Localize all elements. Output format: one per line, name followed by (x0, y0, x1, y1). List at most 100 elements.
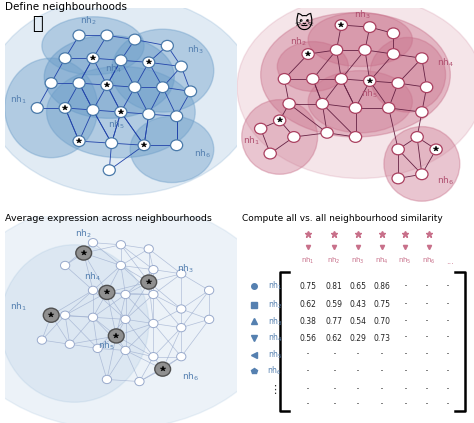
Text: nh$_4$: nh$_4$ (437, 56, 454, 69)
Text: nh$_3$: nh$_3$ (267, 315, 283, 328)
Circle shape (116, 241, 126, 249)
Text: ·: · (446, 280, 450, 293)
Text: nh$_5$: nh$_5$ (399, 256, 412, 266)
Text: ·: · (425, 365, 428, 378)
Circle shape (115, 55, 127, 66)
Circle shape (411, 132, 423, 143)
Circle shape (59, 53, 71, 63)
Text: 0.62: 0.62 (326, 333, 343, 343)
Text: ·: · (446, 332, 450, 344)
Text: ·: · (403, 365, 407, 378)
Text: 0.81: 0.81 (326, 282, 343, 291)
Text: 0.54: 0.54 (349, 317, 366, 326)
Circle shape (129, 82, 141, 93)
Circle shape (255, 123, 267, 134)
Text: ·: · (446, 298, 450, 311)
Circle shape (101, 30, 113, 41)
Text: ·: · (425, 315, 428, 328)
Text: nh$_4$: nh$_4$ (105, 62, 122, 75)
Text: ·: · (425, 398, 428, 411)
Circle shape (109, 329, 124, 343)
Text: ·: · (380, 348, 383, 361)
Text: ·: · (425, 332, 428, 344)
Circle shape (87, 53, 99, 63)
Circle shape (149, 266, 158, 274)
Ellipse shape (242, 100, 318, 174)
Text: nh$_3$: nh$_3$ (187, 44, 204, 56)
Text: ·: · (380, 398, 383, 411)
Circle shape (307, 74, 319, 84)
Circle shape (316, 99, 328, 109)
Circle shape (278, 74, 291, 84)
Text: nh$_1$: nh$_1$ (10, 300, 27, 313)
Text: nh$_2$: nh$_2$ (80, 15, 97, 27)
Text: ·: · (403, 398, 407, 411)
Circle shape (177, 305, 186, 313)
Text: ·: · (403, 315, 407, 328)
Ellipse shape (130, 116, 214, 183)
Circle shape (143, 109, 155, 120)
Circle shape (141, 275, 156, 289)
Circle shape (175, 61, 187, 72)
Text: 0.70: 0.70 (373, 317, 390, 326)
Circle shape (387, 49, 400, 60)
Circle shape (129, 34, 141, 45)
Circle shape (135, 377, 144, 386)
Text: ·: · (306, 383, 310, 396)
Ellipse shape (42, 17, 144, 75)
Circle shape (416, 107, 428, 118)
Circle shape (121, 346, 130, 354)
Ellipse shape (384, 126, 460, 201)
Text: ·: · (403, 348, 407, 361)
Text: nh$_5$: nh$_5$ (268, 349, 282, 361)
Text: nh$_2$: nh$_2$ (75, 228, 92, 240)
Circle shape (73, 136, 85, 146)
Circle shape (416, 53, 428, 63)
Circle shape (161, 40, 173, 51)
Circle shape (31, 102, 43, 113)
Text: ·: · (356, 383, 360, 396)
Text: nh$_2$: nh$_2$ (328, 256, 341, 266)
Circle shape (149, 319, 158, 328)
Text: nh$_6$: nh$_6$ (193, 147, 211, 160)
Text: nh$_2$: nh$_2$ (290, 36, 307, 48)
Text: 0.43: 0.43 (349, 300, 366, 309)
Text: ·: · (380, 365, 383, 378)
Circle shape (330, 44, 343, 55)
Circle shape (87, 104, 99, 115)
Text: ·: · (425, 298, 428, 311)
Text: nh$_1$: nh$_1$ (268, 280, 282, 292)
Text: ·: · (380, 383, 383, 396)
Text: ·: · (332, 383, 336, 396)
Text: nh$_4$: nh$_4$ (84, 271, 101, 283)
Text: ·: · (356, 398, 360, 411)
Circle shape (106, 138, 118, 148)
Text: ·: · (332, 365, 336, 378)
Circle shape (88, 286, 98, 294)
Circle shape (430, 144, 442, 155)
Circle shape (349, 102, 362, 113)
Text: ·: · (425, 383, 428, 396)
Circle shape (184, 86, 197, 97)
Ellipse shape (0, 245, 149, 402)
Text: nh$_6$: nh$_6$ (422, 256, 436, 266)
Circle shape (302, 49, 314, 60)
Circle shape (115, 107, 127, 118)
Text: Compute all vs. all neighbourhood similarity: Compute all vs. all neighbourhood simila… (242, 214, 443, 222)
Text: nh$_5$: nh$_5$ (108, 118, 125, 131)
Text: 0.73: 0.73 (373, 333, 390, 343)
Circle shape (121, 290, 130, 299)
Text: nh$_6$: nh$_6$ (437, 174, 454, 187)
Ellipse shape (111, 29, 214, 112)
Text: ·: · (446, 365, 450, 378)
Text: ·: · (403, 280, 407, 293)
Text: 0.77: 0.77 (326, 317, 343, 326)
Circle shape (45, 78, 57, 88)
Circle shape (149, 352, 158, 361)
Circle shape (264, 148, 276, 159)
Circle shape (335, 74, 347, 84)
Text: ·: · (425, 280, 428, 293)
Circle shape (383, 102, 395, 113)
Text: Define neighbourhoods: Define neighbourhoods (5, 2, 127, 12)
Text: nh$_1$: nh$_1$ (243, 135, 260, 147)
